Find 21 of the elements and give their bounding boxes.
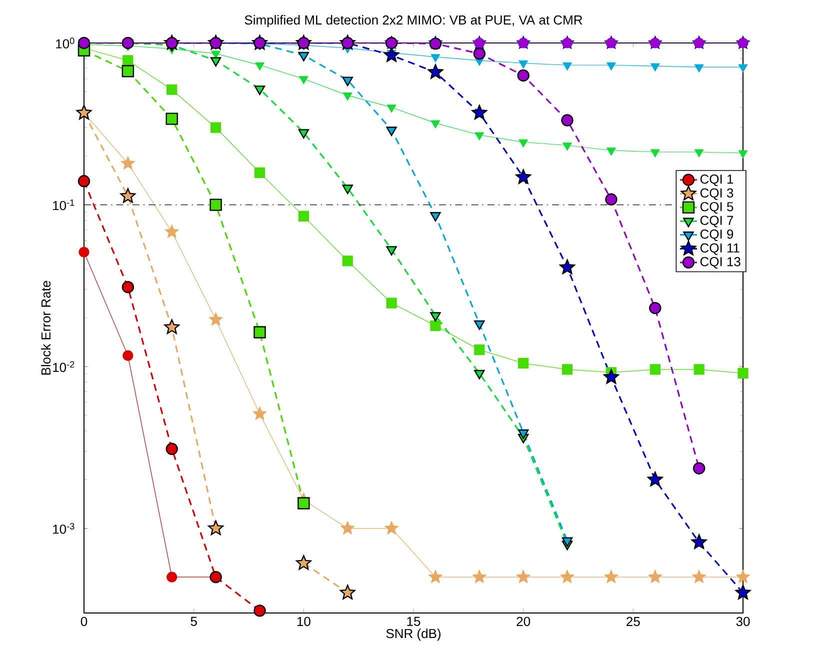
- x-tick-label: 25: [626, 616, 640, 626]
- y-tick-label: 10$^{-3}$: [53, 523, 74, 534]
- x-tick-label: 30: [736, 616, 750, 626]
- y-tick-label: 10$^{-2}$: [53, 361, 74, 372]
- legend-label: CQI 11: [700, 243, 740, 255]
- x-tick-label: 20: [516, 616, 530, 626]
- legend-label: CQI 9: [700, 229, 734, 242]
- chart-title: Simplified ML detection 2x2 MIMO: VB at PUE, VA at CMR: [244, 15, 582, 28]
- x-tick-label: 15: [407, 616, 420, 626]
- y-tick-label: 10$^{-1}$: [53, 199, 74, 210]
- legend-label: CQI 3: [700, 188, 734, 200]
- legend-label: CQI 13: [700, 257, 740, 269]
- x-axis-title: SNR (dB): [386, 628, 440, 641]
- legend-label: CQI 7: [700, 216, 734, 228]
- legend-label: CQI 1: [700, 174, 734, 186]
- y-axis-title: Block Error Rate: [41, 280, 51, 375]
- legend-label: CQI 5: [700, 202, 734, 214]
- x-tick-label: 0: [80, 616, 88, 626]
- y-tick-label: 10$^{0}$: [56, 38, 74, 48]
- x-tick-label: 10: [297, 616, 310, 626]
- x-tick-label: 5: [190, 616, 197, 626]
